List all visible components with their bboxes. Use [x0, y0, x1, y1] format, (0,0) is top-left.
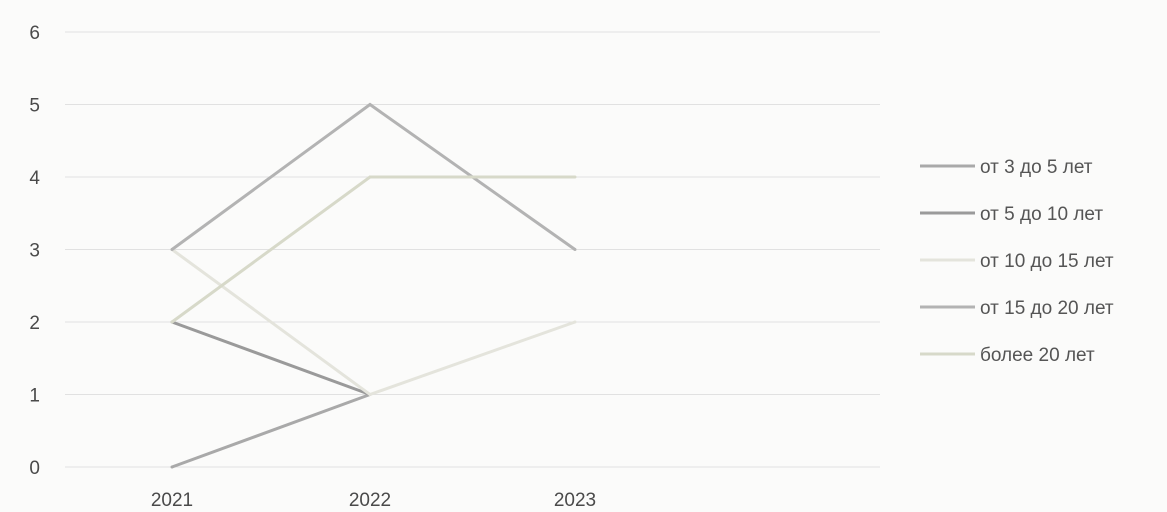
x-tick-label: 2021 — [151, 490, 193, 511]
y-tick-label: 3 — [29, 241, 40, 262]
series-line — [171, 320, 371, 396]
gridlines — [65, 31, 880, 468]
data-point — [368, 175, 372, 179]
axes: 0 1 2 3 4 5 6 2021 2022 2023 — [29, 23, 596, 511]
series-line — [171, 393, 371, 469]
data-point — [170, 248, 174, 251]
series-lines — [170, 102, 577, 469]
data-point — [573, 320, 577, 324]
y-tick-label: 5 — [29, 96, 40, 117]
data-point — [573, 248, 577, 251]
y-tick-label: 6 — [29, 23, 40, 44]
y-tick-label: 1 — [29, 386, 40, 407]
legend-label: от 3 до 5 лет — [980, 157, 1093, 178]
data-point — [170, 465, 174, 469]
x-tick-label: 2022 — [349, 490, 391, 511]
y-tick-label: 0 — [29, 458, 40, 479]
data-point — [170, 320, 174, 324]
data-point — [573, 175, 577, 179]
x-tick-label: 2023 — [554, 490, 596, 511]
y-tick-label: 4 — [29, 168, 40, 189]
data-point — [368, 103, 372, 106]
legend-label: от 10 до 15 лет — [980, 251, 1114, 272]
data-point — [368, 393, 372, 396]
legend-label: от 15 до 20 лет — [980, 298, 1114, 319]
legend: от 3 до 5 лет от 5 до 10 лет от 10 до 15 л… — [920, 157, 1114, 366]
legend-label: более 20 лет — [980, 345, 1095, 366]
y-tick-label: 2 — [29, 313, 40, 334]
legend-label: от 5 до 10 лет — [980, 204, 1103, 225]
